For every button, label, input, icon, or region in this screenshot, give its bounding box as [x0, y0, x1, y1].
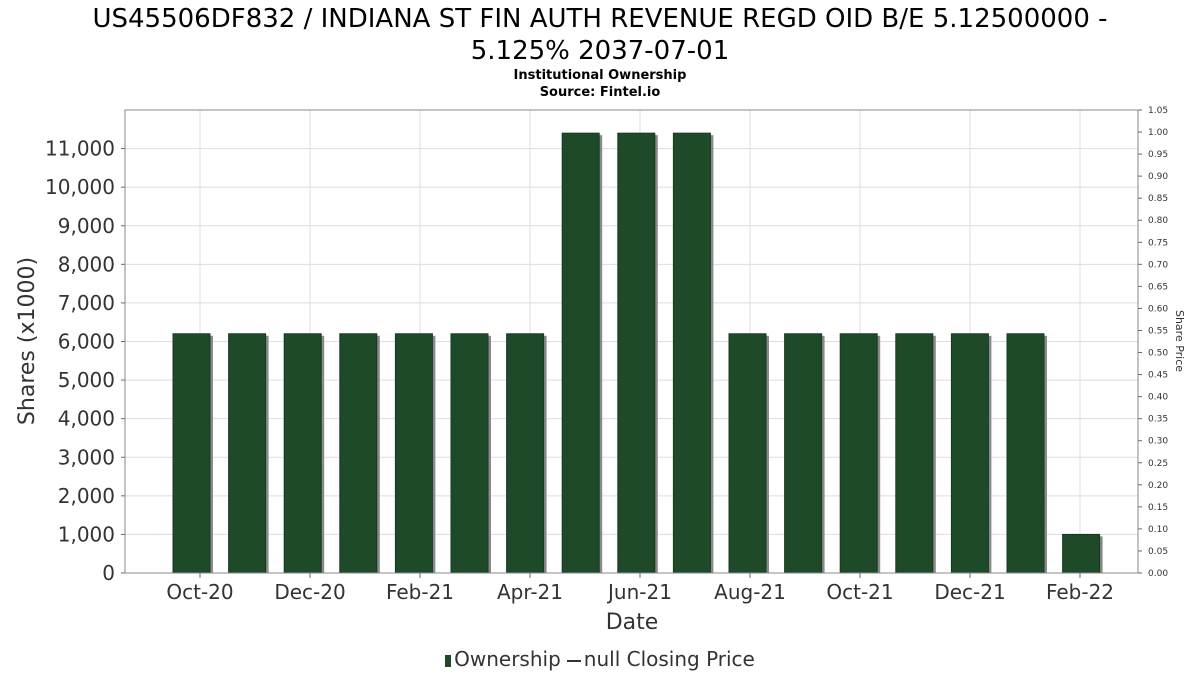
ownership-bar	[672, 132, 711, 574]
ownership-bar	[172, 333, 211, 574]
y2-tick-label: 0.85	[1148, 194, 1168, 204]
ownership-bar	[1062, 533, 1101, 574]
ownership-bar	[283, 333, 322, 574]
x-tick-label: Apr-21	[497, 580, 563, 604]
ownership-legend-label: Ownership	[454, 647, 561, 671]
y2-tick-label: 0.50	[1148, 349, 1168, 359]
y-tick-label: 11,000	[45, 137, 115, 161]
y2-tick-label: 0.55	[1148, 326, 1168, 336]
y-tick-label: 9,000	[58, 214, 115, 238]
x-tick-label: Feb-21	[386, 580, 454, 604]
ownership-legend-swatch	[445, 654, 452, 667]
y2-tick-label: 0.40	[1148, 393, 1168, 403]
y-tick-label: 2,000	[58, 484, 115, 508]
y2-tick-label: 0.05	[1148, 547, 1168, 557]
plot-frame	[124, 109, 1139, 574]
x-tick-label: Jun-21	[606, 580, 672, 604]
y-tick-label: 0	[102, 561, 115, 585]
y-tick-label: 7,000	[58, 291, 115, 315]
x-tick-label: Dec-21	[934, 580, 1005, 604]
chart-title-line-2: 5.125% 2037-07-01	[470, 36, 730, 66]
ownership-bar	[228, 333, 267, 574]
ownership-bar	[394, 333, 433, 574]
y2-tick-label: 0.90	[1148, 172, 1168, 182]
y2-tick-label: 0.45	[1148, 371, 1168, 381]
ownership-bar	[950, 333, 989, 574]
ownership-bar	[339, 333, 378, 574]
y-axis-title: Shares (x1000)	[15, 257, 40, 425]
y2-tick-label: 0.10	[1148, 525, 1168, 535]
y2-tick-label: 0.80	[1148, 216, 1168, 226]
y-tick-label: 5,000	[58, 368, 115, 392]
ownership-bar	[728, 333, 767, 574]
closing-price-legend-label: null Closing Price	[583, 647, 755, 671]
y2-tick-label: 0.25	[1148, 459, 1168, 469]
y2-tick-label: 0.60	[1148, 304, 1168, 314]
ownership-bar	[450, 333, 489, 574]
y2-tick-label: 0.00	[1148, 569, 1168, 579]
chart-legend: Ownership null Closing Price	[0, 647, 1200, 671]
y2-axis-title: Share Price	[1173, 310, 1186, 372]
y2-tick-label: 1.05	[1148, 106, 1168, 116]
y2-tick-label: 0.70	[1148, 260, 1168, 270]
y-tick-label: 3,000	[58, 445, 115, 469]
ownership-bar	[561, 132, 600, 574]
y-tick-label: 10,000	[45, 175, 115, 199]
ownership-bar	[617, 132, 656, 574]
y-tick-label: 1,000	[58, 522, 115, 546]
y-tick-label: 8,000	[58, 252, 115, 276]
y2-tick-label: 1.00	[1148, 128, 1168, 138]
x-tick-label: Aug-21	[714, 580, 786, 604]
x-tick-label: Feb-22	[1046, 580, 1114, 604]
ownership-bar	[1006, 333, 1045, 574]
closing-price-legend-line	[566, 659, 581, 662]
y-tick-label: 4,000	[58, 407, 115, 431]
x-tick-label: Oct-20	[166, 580, 233, 604]
chart-title-line-1: US45506DF832 / INDIANA ST FIN AUTH REVEN…	[92, 4, 1108, 34]
y2-tick-label: 0.35	[1148, 415, 1168, 425]
chart-subtitle: Institutional Ownership	[513, 68, 687, 83]
chart-source: Source: Fintel.io	[539, 85, 661, 100]
ownership-bar	[839, 333, 878, 574]
y2-tick-label: 0.15	[1148, 503, 1168, 513]
y2-tick-label: 0.65	[1148, 282, 1168, 292]
x-tick-label: Dec-20	[274, 580, 345, 604]
y2-tick-label: 0.20	[1148, 481, 1168, 491]
y2-tick-label: 0.30	[1148, 437, 1168, 447]
ownership-bar	[506, 333, 545, 574]
y2-tick-label: 0.75	[1148, 238, 1168, 248]
y2-tick-label: 0.95	[1148, 150, 1168, 160]
x-axis-title: Date	[606, 610, 659, 635]
y-tick-label: 6,000	[58, 330, 115, 354]
x-tick-label: Oct-21	[826, 580, 893, 604]
ownership-bar	[784, 333, 823, 574]
ownership-bar	[895, 333, 934, 574]
